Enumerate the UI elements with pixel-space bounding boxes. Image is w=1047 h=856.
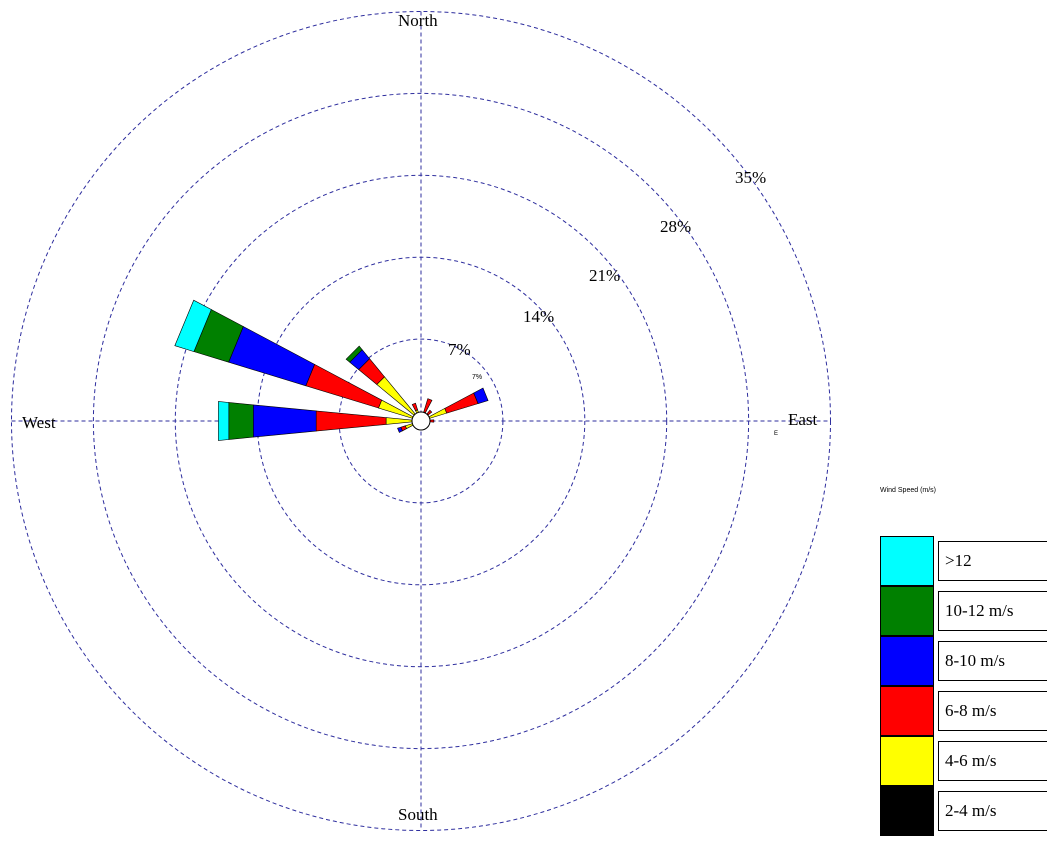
wedge-67.5-bin-3 <box>473 387 489 404</box>
legend-label: >12 <box>938 541 1047 581</box>
wedge-270-bin-2 <box>315 410 387 432</box>
legend-label: 10-12 m/s <box>938 591 1047 631</box>
wedge-67.5-bin-2 <box>444 392 479 414</box>
legend-item: >12 <box>880 536 1047 586</box>
wind-rose-chart: North South West East 7% 14% 21% 28% 35%… <box>11 11 831 831</box>
legend-label: 6-8 m/s <box>938 691 1047 731</box>
wedges <box>174 299 489 441</box>
west-label: West <box>22 413 56 432</box>
legend-label: 8-10 m/s <box>938 641 1047 681</box>
legend-item: 6-8 m/s <box>880 686 1047 736</box>
east-label: East <box>788 410 818 429</box>
wedge-247.5-bin-3 <box>397 426 403 433</box>
legend-item: 8-10 m/s <box>880 636 1047 686</box>
legend-swatch <box>880 686 934 736</box>
legend-item: 4-6 m/s <box>880 736 1047 786</box>
wedge-270-bin-3 <box>253 404 317 438</box>
legend: >12 10-12 m/s 8-10 m/s 6-8 m/s 4-6 m/s 2-4 m/… <box>880 536 1047 836</box>
legend-item: 10-12 m/s <box>880 586 1047 636</box>
ring-label-14: 14% <box>523 307 554 326</box>
wedge-270-bin-5 <box>218 401 230 441</box>
ring-label-21: 21% <box>589 266 620 285</box>
center-hub <box>411 411 431 431</box>
legend-title: Wind Speed (m/s) <box>880 487 937 494</box>
wedge-292.5-bin-3 <box>228 326 315 387</box>
wedge-270-bin-1 <box>385 417 416 425</box>
ring-35 <box>11 11 831 831</box>
legend-swatch <box>880 786 934 836</box>
legend-swatch <box>880 536 934 586</box>
wedge-90-bin-2 <box>429 419 435 423</box>
legend-label: 4-6 m/s <box>938 741 1047 781</box>
ring-label-28: 28% <box>660 217 691 236</box>
wedge-315-bin-4 <box>345 345 363 363</box>
ring-label-7: 7% <box>448 340 471 359</box>
inner-scale-label: 7% <box>472 374 482 381</box>
wedge-270-bin-4 <box>228 402 254 440</box>
wedge-45-bin-2 <box>426 409 433 416</box>
ring-label-35: 35% <box>735 168 766 187</box>
legend-swatch <box>880 736 934 786</box>
north-label: North <box>398 11 438 30</box>
legend-item: 2-4 m/s <box>880 786 1047 836</box>
legend-swatch <box>880 586 934 636</box>
legend-swatch <box>880 636 934 686</box>
wedge-337.5-bin-2 <box>411 402 418 412</box>
south-label: South <box>398 805 438 824</box>
east-small-mark: E <box>774 431 778 437</box>
wedge-22.5-bin-2 <box>423 398 433 414</box>
wedge-292.5-bin-5 <box>174 299 212 352</box>
legend-label: 2-4 m/s <box>938 791 1047 831</box>
